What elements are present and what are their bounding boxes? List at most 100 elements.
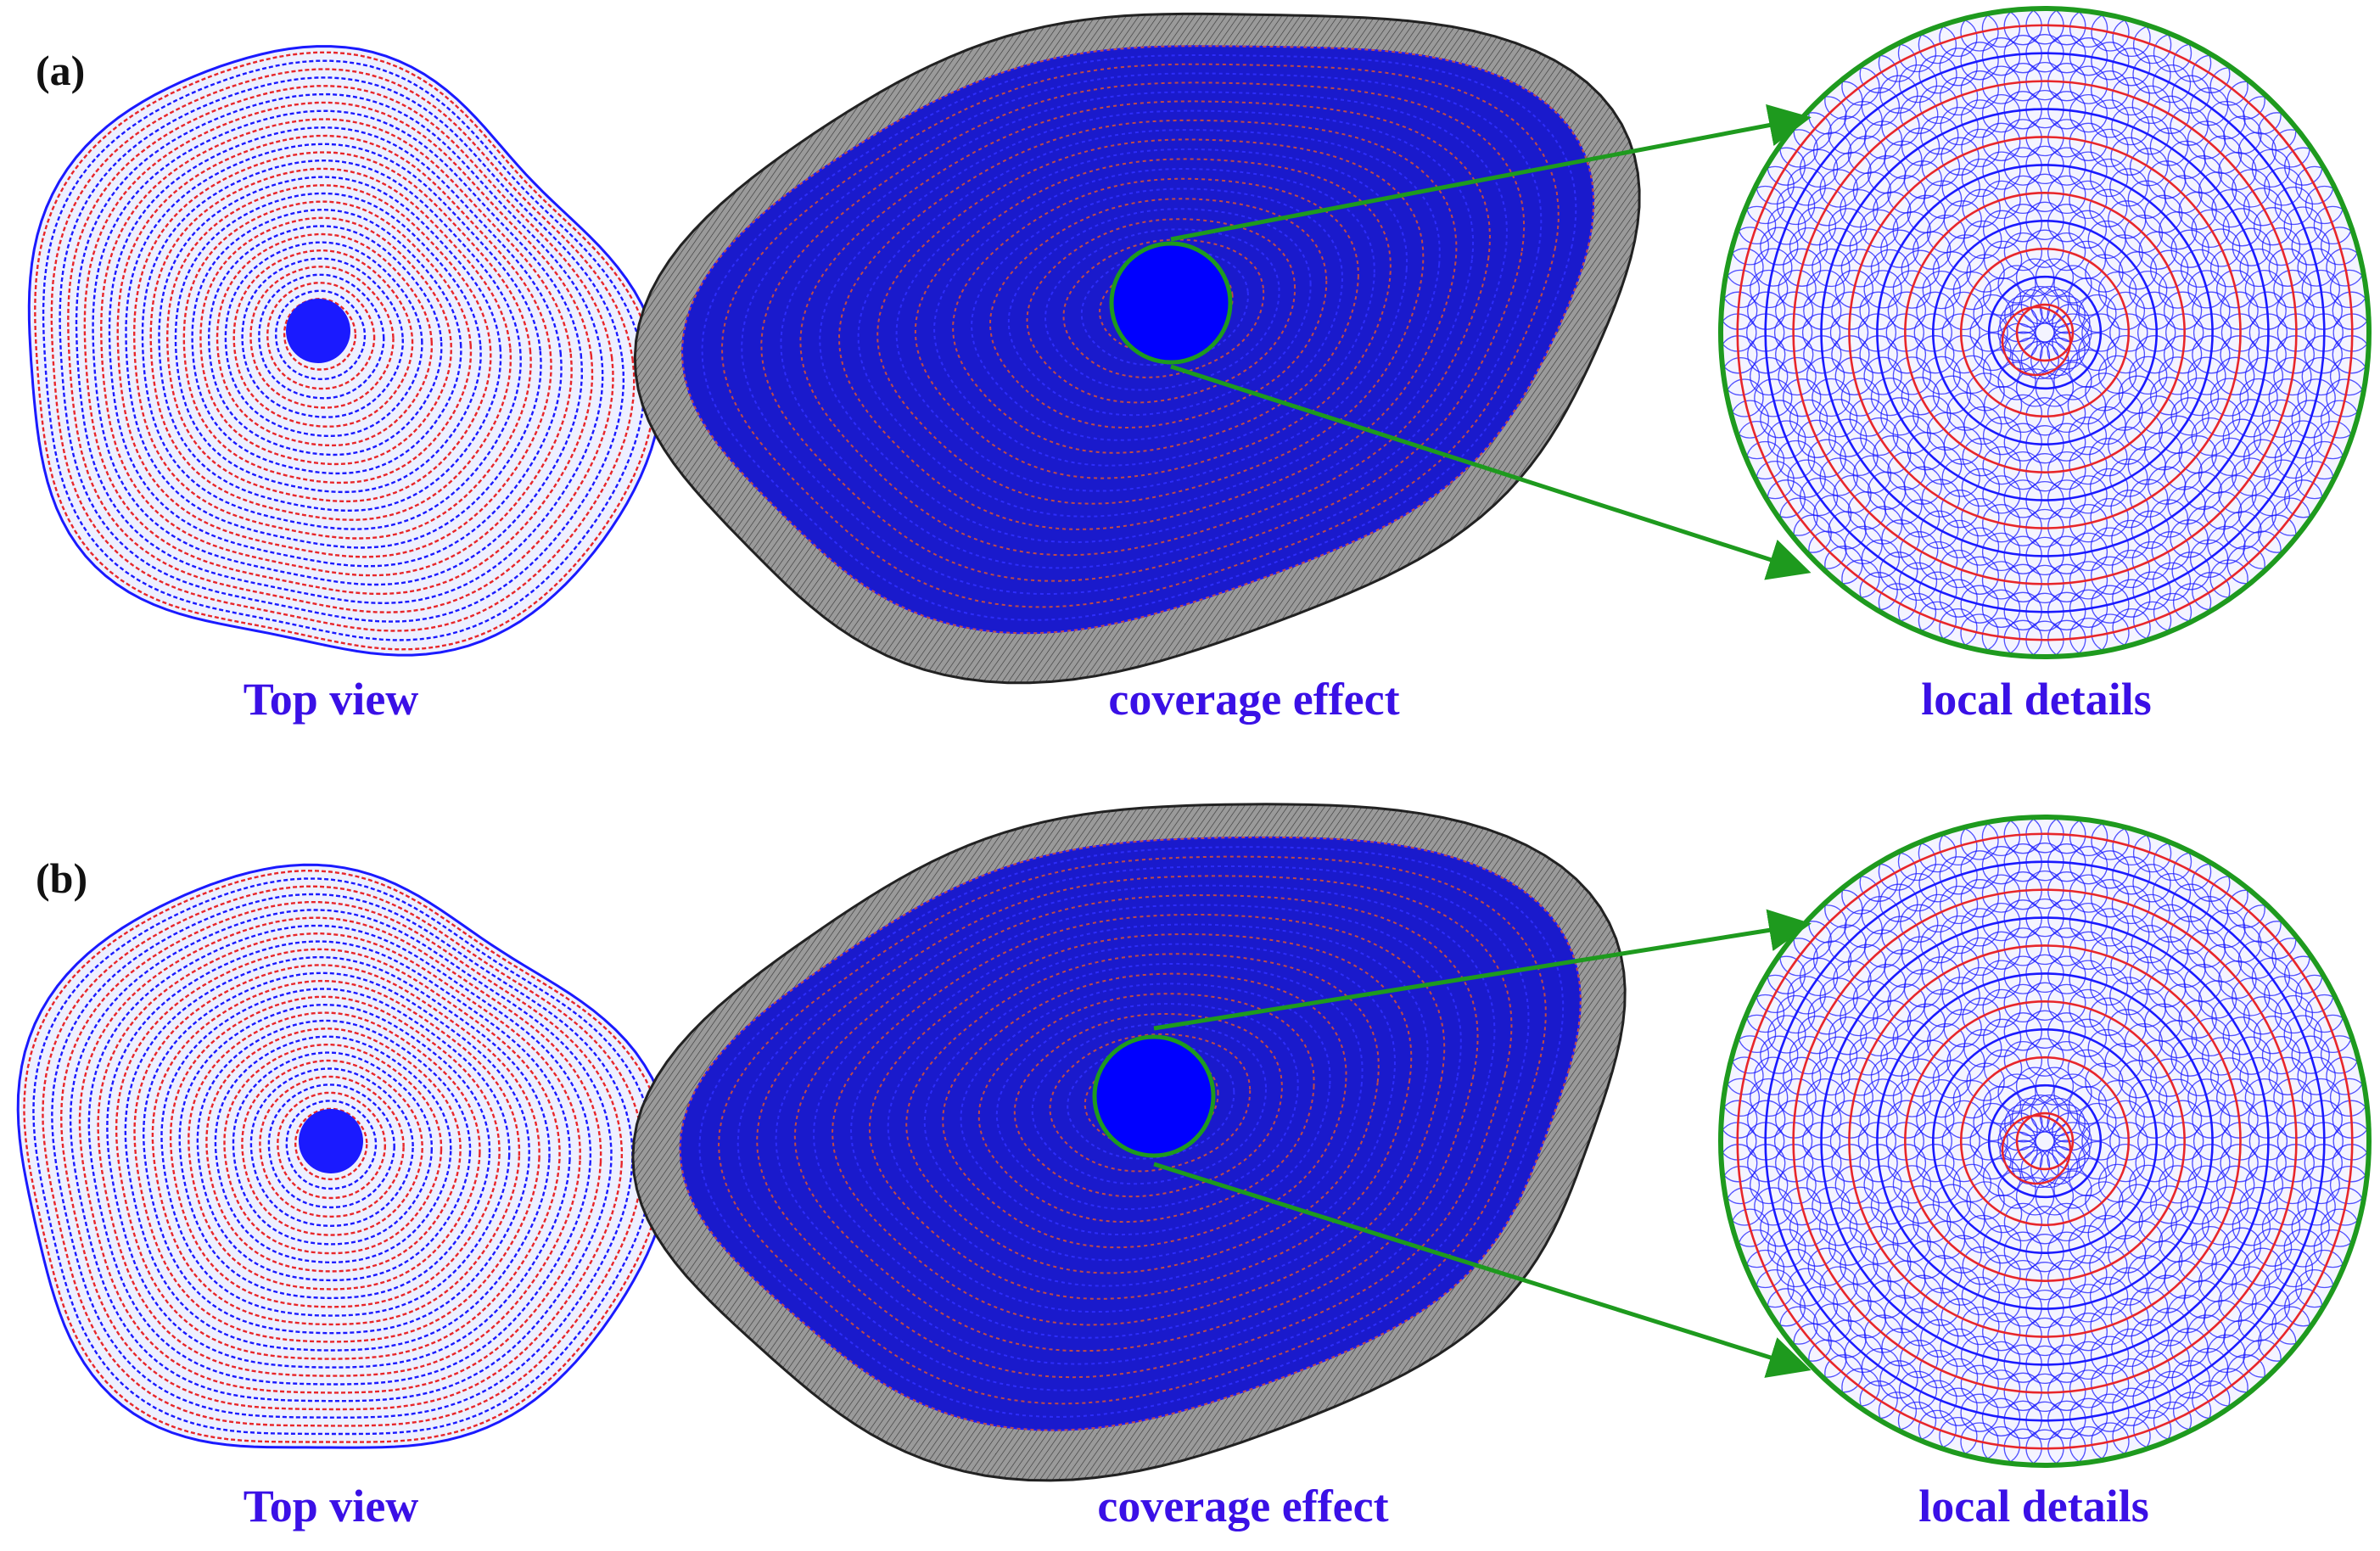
tool-footprint bbox=[2089, 1246, 2128, 1285]
tool-footprint bbox=[2090, 527, 2130, 566]
tool-path-ring bbox=[106, 940, 571, 1369]
tool-footprint bbox=[1981, 1397, 2021, 1436]
panel-label-b: (b) bbox=[36, 854, 87, 902]
tool-footprint bbox=[2069, 37, 2108, 76]
tool-footprint bbox=[2118, 375, 2158, 414]
coverage-ring bbox=[775, 884, 1496, 1365]
spiral-center bbox=[299, 1109, 363, 1173]
tool-footprint bbox=[1778, 1165, 1817, 1205]
tool-footprint bbox=[2159, 415, 2198, 454]
tool-footprint bbox=[1834, 270, 1873, 309]
local-path-ring bbox=[1987, 275, 2103, 390]
tool-footprint bbox=[1885, 1122, 1924, 1161]
tool-footprint bbox=[2132, 55, 2171, 94]
coverage-ring bbox=[952, 177, 1359, 454]
tool-footprint bbox=[1767, 1229, 1806, 1268]
tool-footprint bbox=[2003, 1012, 2042, 1051]
tool-footprint bbox=[2132, 571, 2171, 610]
tool-footprint bbox=[1940, 1328, 1979, 1368]
tool-footprint bbox=[1834, 1078, 1873, 1117]
tool-footprint bbox=[2283, 420, 2322, 459]
tool-footprint bbox=[1939, 76, 1979, 116]
tool-footprint bbox=[1840, 1246, 1879, 1285]
tool-footprint bbox=[2108, 200, 2147, 239]
tool-footprint bbox=[2243, 1339, 2282, 1378]
tool-footprint bbox=[1939, 549, 1979, 589]
tool-footprint bbox=[2264, 976, 2303, 1015]
tool-footprint bbox=[2135, 1144, 2174, 1183]
tool-footprint bbox=[2068, 1225, 2108, 1264]
local-path-ring bbox=[1987, 1083, 2103, 1199]
tool-footprint bbox=[2191, 209, 2230, 249]
spiral-origin bbox=[2001, 1114, 2072, 1185]
tool-footprint bbox=[1963, 1028, 2002, 1068]
tool-footprint bbox=[2047, 1040, 2086, 1080]
local-path-ring bbox=[1959, 247, 2131, 418]
tool-footprint bbox=[2004, 331, 2043, 370]
tool-footprint bbox=[2129, 1164, 2168, 1204]
tool-footprint bbox=[1981, 532, 2021, 572]
coverage-ring bbox=[895, 148, 1408, 492]
tool-footprint bbox=[1797, 1228, 1837, 1267]
tool-footprint bbox=[1754, 248, 1793, 287]
tool-footprint bbox=[2297, 248, 2336, 287]
tool-footprint bbox=[1960, 556, 1999, 595]
tool-footprint bbox=[2222, 1227, 2261, 1266]
tool-footprint bbox=[2112, 1387, 2151, 1426]
tool-footprint bbox=[1982, 1225, 2022, 1264]
tool-footprint bbox=[1963, 220, 2002, 260]
tool-footprint bbox=[2068, 417, 2108, 456]
tool-footprint bbox=[2112, 48, 2151, 87]
tool-footprint bbox=[1940, 106, 1979, 146]
tool-footprint bbox=[2039, 288, 2079, 328]
tool-footprint bbox=[1973, 332, 2012, 372]
tool-path-ring bbox=[158, 176, 502, 512]
tool-footprint bbox=[1873, 999, 1912, 1039]
tool-footprint bbox=[1760, 227, 1799, 266]
tool-footprint bbox=[2111, 76, 2151, 116]
tool-footprint bbox=[2167, 140, 2206, 180]
tool-footprint bbox=[1982, 475, 2021, 514]
tool-footprint bbox=[2091, 70, 2130, 109]
tool-footprint bbox=[1981, 37, 2021, 76]
tool-footprint bbox=[2003, 1288, 2042, 1327]
tool-footprint bbox=[2053, 1073, 2092, 1112]
tool-footprint bbox=[1818, 399, 1858, 438]
tool-footprint bbox=[1961, 1306, 2000, 1346]
tool-footprint bbox=[2192, 1100, 2231, 1139]
local-path-ring bbox=[2015, 303, 2075, 362]
tool-footprint bbox=[2170, 1206, 2209, 1245]
local-path-ring bbox=[1904, 192, 2186, 473]
tool-footprint bbox=[2152, 562, 2192, 602]
tool-footprint bbox=[1807, 188, 1846, 227]
tool-footprint bbox=[1946, 1043, 1985, 1082]
tool-footprint bbox=[2261, 227, 2301, 266]
tool-footprint bbox=[1828, 115, 1867, 154]
coverage-ring bbox=[868, 933, 1413, 1300]
tool-footprint bbox=[2047, 1012, 2086, 1051]
tool-path-ring bbox=[232, 1051, 433, 1246]
tool-footprint bbox=[2025, 1038, 2064, 1077]
tool-footprint bbox=[2047, 295, 2086, 334]
tool-footprint bbox=[2159, 1223, 2198, 1263]
tool-footprint bbox=[2069, 902, 2108, 942]
tool-footprint bbox=[1852, 980, 1892, 1019]
tool-footprint bbox=[2069, 122, 2108, 161]
coverage-ring bbox=[717, 855, 1547, 1405]
tool-footprint bbox=[2232, 1207, 2271, 1246]
tool-footprint bbox=[1778, 1078, 1817, 1117]
tool-footprint bbox=[2003, 175, 2042, 215]
tool-path-ring bbox=[59, 76, 625, 623]
tool-footprint bbox=[1922, 1078, 1961, 1118]
tool-footprint bbox=[2039, 337, 2079, 377]
tool-footprint bbox=[2218, 1283, 2257, 1323]
tool-footprint bbox=[1997, 361, 2036, 400]
local-path-ring bbox=[1764, 860, 2326, 1422]
local-details-plot-b bbox=[1718, 815, 2372, 1468]
tool-footprint bbox=[1920, 510, 1959, 549]
tool-footprint bbox=[1997, 265, 2036, 304]
tool-footprint bbox=[1901, 249, 1940, 288]
tool-footprint bbox=[2106, 334, 2146, 374]
tool-footprint bbox=[1847, 135, 1887, 175]
